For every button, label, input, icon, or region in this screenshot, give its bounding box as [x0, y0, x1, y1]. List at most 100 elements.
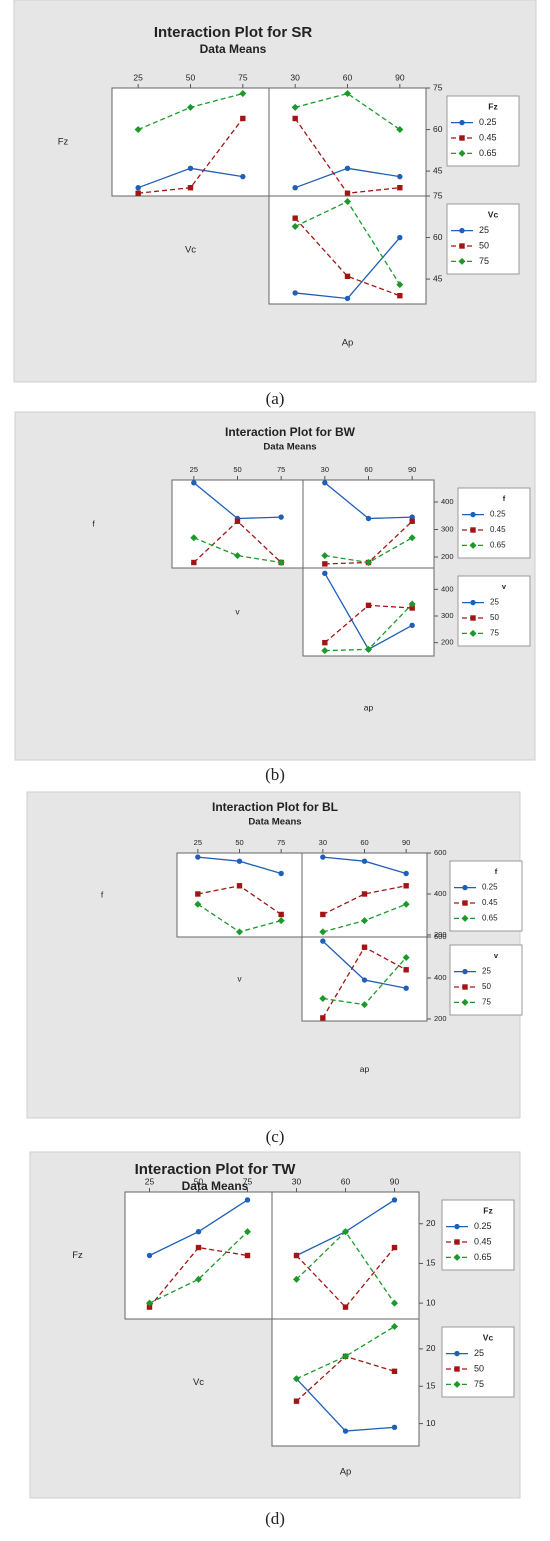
x-tick-label: 25	[190, 465, 198, 474]
y-tick-label: 20	[426, 1343, 436, 1353]
data-point	[322, 480, 328, 486]
data-point	[321, 552, 329, 560]
data-point	[240, 115, 246, 122]
caption: (c)	[266, 1127, 285, 1146]
legend-title: Vc	[483, 1332, 494, 1342]
data-point	[341, 1228, 350, 1236]
legend-label: 0.45	[482, 898, 498, 907]
data-point	[391, 1244, 398, 1251]
legend-marker	[461, 998, 469, 1006]
chart-subtitle: Data Means	[182, 1179, 249, 1193]
data-point	[391, 1197, 398, 1203]
data-point	[190, 534, 198, 542]
data-point	[291, 103, 299, 111]
data-point	[292, 1275, 301, 1283]
data-point	[135, 190, 141, 196]
data-point	[344, 273, 351, 280]
legend-marker	[470, 599, 476, 606]
caption: (b)	[265, 765, 285, 784]
data-point	[191, 480, 197, 486]
chart-subtitle: Data Means	[263, 442, 316, 453]
y-tick-label: 300	[441, 611, 454, 620]
x-tick-label: 90	[408, 465, 416, 474]
legend-marker	[469, 541, 477, 549]
data-point	[397, 173, 403, 180]
legend	[457, 575, 531, 647]
data-point	[233, 552, 242, 560]
legend	[441, 1326, 515, 1398]
legend-marker	[454, 1350, 460, 1357]
data-point	[320, 1015, 326, 1021]
factor-label: Vc	[185, 245, 196, 256]
data-point	[403, 870, 409, 877]
data-point	[360, 1001, 369, 1009]
data-point	[292, 184, 298, 191]
y-tick-label: 10	[426, 1418, 436, 1428]
data-point	[278, 870, 284, 877]
x-tick-label: 30	[319, 838, 327, 847]
y-tick-label: 200	[441, 552, 454, 561]
legend-marker	[454, 1366, 460, 1372]
x-tick-label: 75	[243, 1176, 253, 1186]
factor-label: f	[92, 518, 95, 528]
legend-marker	[459, 227, 465, 234]
data-point	[341, 1352, 350, 1360]
data-point	[343, 90, 352, 98]
data-point	[391, 1424, 398, 1431]
data-point	[244, 1252, 251, 1259]
data-point	[397, 184, 403, 191]
factor-label: Fz	[58, 137, 69, 148]
factor-label: v	[237, 973, 242, 983]
data-point	[194, 1275, 203, 1283]
legend-label: 25	[482, 967, 491, 976]
y-tick-label: 400	[441, 584, 454, 593]
factor-label: f	[101, 889, 104, 899]
series-line	[296, 1325, 395, 1380]
x-tick-label: 50	[233, 465, 241, 474]
data-point	[134, 126, 142, 134]
y-tick-label: 600	[434, 848, 447, 857]
data-point	[361, 858, 368, 864]
legend-marker	[458, 257, 466, 265]
data-point	[235, 928, 244, 936]
legend-title: v	[494, 951, 499, 960]
data-point	[145, 1299, 154, 1307]
x-tick-label: 30	[321, 465, 329, 474]
chart-title: Interaction Plot for BL	[212, 800, 338, 814]
data-point	[240, 173, 246, 180]
legend-marker	[459, 243, 465, 249]
data-point	[365, 602, 372, 609]
data-point	[236, 883, 243, 889]
x-tick-label: 75	[277, 838, 285, 847]
data-point	[390, 1299, 399, 1307]
data-point	[146, 1304, 153, 1310]
data-point	[360, 917, 369, 925]
legend-label: 25	[474, 1348, 484, 1358]
data-point	[390, 1322, 399, 1330]
data-point	[397, 292, 403, 299]
data-point	[320, 938, 326, 944]
legend-marker	[453, 1380, 461, 1388]
data-point	[293, 1252, 300, 1259]
legend-marker	[462, 984, 468, 990]
series-line	[193, 537, 282, 564]
series-line	[295, 92, 401, 131]
legend-marker	[454, 1223, 460, 1230]
panel	[268, 87, 427, 197]
factor-label: ap	[360, 1064, 370, 1074]
factor-label: v	[235, 606, 240, 616]
legend	[449, 944, 523, 1016]
y-tick-label: 75	[433, 82, 443, 92]
data-point	[194, 900, 202, 908]
x-tick-label: 60	[364, 465, 372, 474]
plot-background	[26, 791, 521, 1119]
data-point	[195, 891, 201, 897]
data-point	[146, 1252, 153, 1259]
data-point	[403, 985, 409, 991]
legend	[446, 95, 520, 167]
panel	[268, 195, 427, 305]
data-point	[236, 858, 243, 864]
legend-marker	[461, 914, 469, 922]
legend-label: 0.45	[479, 132, 497, 142]
legend-label: 0.45	[474, 1236, 492, 1246]
